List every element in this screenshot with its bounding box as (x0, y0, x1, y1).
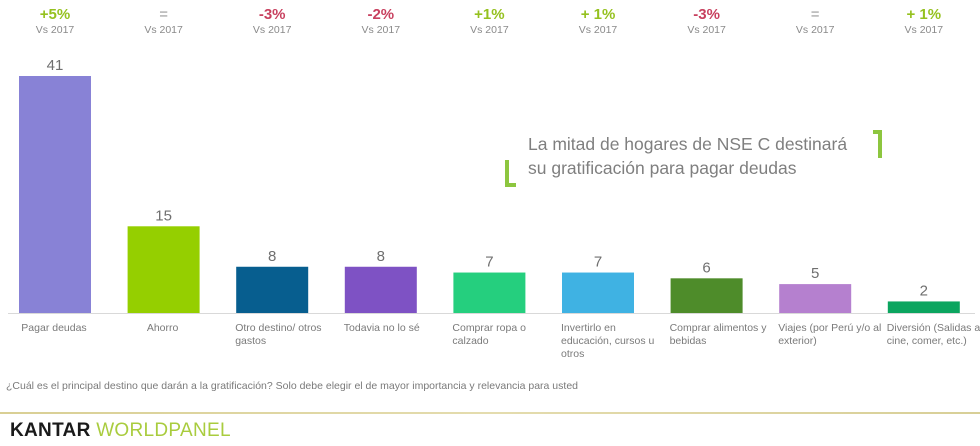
data-label-2: 15 (155, 207, 172, 224)
callout-bracket-top-right (873, 130, 882, 158)
bar-chart: 41 15 8 8 7 7 6 5 2 (8, 57, 975, 314)
change-value: = (810, 6, 820, 23)
bar-4 (344, 266, 417, 313)
bar-8 (779, 284, 852, 313)
change-value: +1% (474, 6, 505, 23)
comparison-8: = Vs 2017 (761, 6, 869, 37)
change-period-label: Vs 2017 (361, 24, 401, 36)
category-label-1: Pagar deudas (21, 322, 87, 334)
callout-line-2: su gratificación para pagar deudas (528, 158, 797, 178)
change-value: -3% (258, 6, 286, 23)
category-label-2: Ahorro (146, 322, 179, 334)
comparison-2: = Vs 2017 (110, 6, 218, 37)
survey-question: ¿Cuál es el principal destino que darán … (6, 380, 578, 392)
bar-6 (562, 272, 634, 313)
bar-9 (887, 301, 960, 313)
callout-annotation: La mitad de hogares de NSE C destinará s… (528, 132, 888, 180)
category-label-3: Otro destino/ otros gastos (235, 322, 322, 347)
change-value: +5% (39, 6, 71, 23)
comparison-1: +5% Vs 2017 (1, 6, 109, 37)
category-label-7: Comprar alimentos y bebidas (669, 322, 767, 347)
comparison-7: -3% Vs 2017 (653, 6, 761, 37)
data-label-9: 2 (920, 282, 928, 299)
bar-5 (453, 272, 526, 313)
data-label-6: 7 (594, 254, 602, 271)
logo-kantar: KANTAR (10, 420, 91, 441)
category-label-5: Comprar ropa o calzado (452, 322, 526, 347)
data-label-1: 41 (47, 57, 64, 74)
change-period-label: Vs 2017 (687, 24, 726, 36)
change-period-label: Vs 2017 (470, 24, 509, 36)
change-period-label: Vs 2017 (252, 24, 292, 36)
bar-3 (236, 266, 309, 313)
data-label-4: 8 (377, 248, 385, 265)
data-label-3: 8 (268, 248, 276, 265)
category-label-8: Viajes (por Perú y/o al exterior) (778, 322, 882, 347)
category-label-6: Invertirlo en educación, cursos u otros (561, 322, 655, 360)
change-period-label: Vs 2017 (578, 24, 618, 36)
footer-divider (0, 412, 980, 414)
change-period-label: Vs 2017 (904, 24, 944, 36)
change-value: -2% (367, 6, 395, 23)
change-value: + 1% (580, 6, 616, 23)
change-value: -3% (693, 6, 720, 23)
change-period-label: Vs 2017 (795, 24, 835, 36)
category-label-9: Diversión (Salidas al cine, comer, etc.) (886, 322, 980, 347)
change-period-label: Vs 2017 (144, 24, 183, 36)
change-period-label: Vs 2017 (35, 24, 75, 36)
comparison-3: -3% Vs 2017 (218, 6, 326, 37)
category-label-4: Todavia no lo sé (343, 322, 420, 334)
comparison-9: + 1% Vs 2017 (870, 6, 978, 37)
bar-7 (670, 278, 743, 313)
change-value: + 1% (906, 6, 942, 23)
kantar-worldpanel-logo: KANTAR WORLDPANEL (10, 420, 231, 442)
data-label-7: 6 (702, 259, 710, 276)
change-value: = (159, 6, 168, 23)
callout-bracket-bottom-left (505, 160, 516, 187)
bar-2 (127, 226, 200, 313)
comparison-5: +1% Vs 2017 (435, 6, 543, 37)
bar-1 (19, 76, 91, 313)
comparison-6: + 1% Vs 2017 (544, 6, 652, 37)
data-label-5: 7 (485, 254, 493, 271)
logo-worldpanel: WORLDPANEL (96, 420, 231, 441)
callout-line-1: La mitad de hogares de NSE C destinará (528, 134, 848, 154)
data-label-8: 5 (811, 265, 819, 282)
comparison-4: -2% Vs 2017 (327, 6, 435, 37)
